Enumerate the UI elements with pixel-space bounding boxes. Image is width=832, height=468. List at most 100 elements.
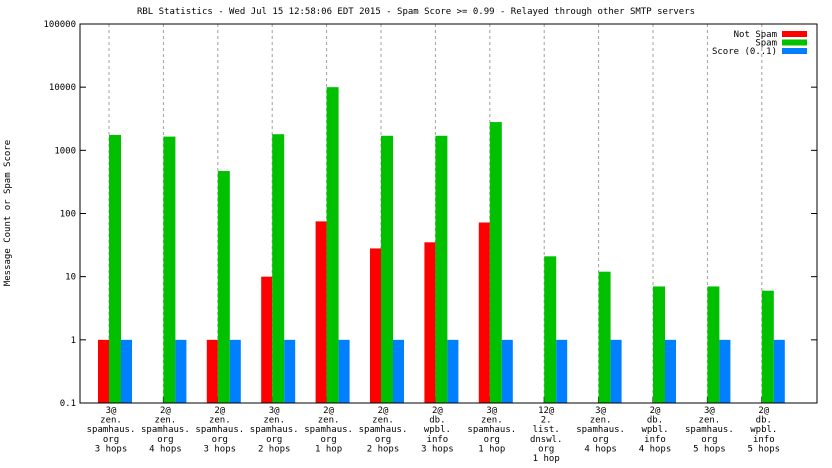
bar-score: [501, 339, 513, 403]
legend-label: Not Spam: [734, 30, 777, 40]
x-tick-label: 3@: [486, 406, 497, 416]
x-tick-label: 4 hops: [149, 444, 182, 454]
x-tick-label: org: [320, 435, 336, 445]
y-axis-label: Message Count or Spam Score: [3, 140, 13, 286]
legend-swatch: [782, 48, 807, 54]
x-tick-label: zen.: [481, 416, 503, 426]
x-tick-label: 2 hops: [258, 444, 291, 454]
x-tick-label: wpbl.: [641, 425, 668, 435]
x-tick-label: 2@: [214, 406, 225, 416]
x-tick-label: zen.: [699, 416, 721, 426]
bar-score: [121, 339, 132, 403]
x-tick-label: db.: [756, 416, 772, 426]
x-tick-label: org: [212, 435, 228, 445]
x-tick-label: org: [157, 435, 173, 445]
x-tick-label: 2@: [378, 406, 389, 416]
bar-spam: [707, 286, 720, 403]
x-tick-label: spamhaus.: [250, 425, 299, 435]
bar-score: [773, 339, 785, 403]
x-tick-label: 2@: [323, 406, 334, 416]
bar-score: [338, 339, 350, 403]
x-tick-label: org: [103, 435, 119, 445]
bar-not-spam: [98, 339, 109, 403]
x-tick-label: 1 hop: [315, 444, 342, 454]
bar-score: [447, 339, 459, 403]
bar-spam: [598, 271, 611, 403]
x-tick-label: zen.: [100, 416, 122, 426]
x-tick-label: 4 hops: [639, 444, 672, 454]
bar-score: [393, 339, 404, 403]
x-tick-label: org: [701, 435, 717, 445]
x-tick-label: 12@: [538, 406, 555, 416]
x-tick-label: zen.: [590, 416, 612, 426]
x-tick-label: spamhaus.: [141, 425, 190, 435]
bar-score: [610, 339, 622, 403]
legend-swatch: [782, 39, 807, 46]
x-tick-label: db.: [647, 416, 663, 426]
x-tick-label: org: [484, 435, 500, 445]
x-tick-label: list.: [533, 425, 560, 435]
y-ticks: 0.1 1 10 100 1000 10000 100000: [43, 20, 817, 409]
bar-not-spam: [424, 242, 436, 403]
x-tick-label: 3 hops: [421, 444, 454, 454]
x-tick-label: info: [753, 435, 775, 445]
x-tick-label: spamhaus.: [195, 425, 244, 435]
bar-spam: [761, 290, 774, 403]
legend-swatch: [782, 31, 807, 37]
bar-spam: [544, 256, 557, 403]
bar-score: [175, 339, 187, 403]
x-tick-label: spamhaus.: [685, 425, 734, 435]
x-tick-label: 3@: [595, 406, 606, 416]
bar-spam: [381, 135, 393, 403]
y-tick-label: 10000: [49, 83, 76, 93]
bar-score: [556, 339, 568, 403]
x-tick-label: org: [266, 435, 282, 445]
y-tick-label: 10: [65, 273, 76, 283]
y-tick-label: 100: [60, 210, 76, 220]
legend-label: Score (0..1): [712, 47, 777, 57]
x-tick-label: zen.: [318, 416, 340, 426]
x-tick-label: 3@: [106, 406, 117, 416]
x-tick-label: wpbl.: [750, 425, 777, 435]
x-tick-label: info: [644, 435, 666, 445]
x-tick-label: 5 hops: [693, 444, 726, 454]
x-tick-label: dnswl.: [530, 435, 563, 445]
x-tick-label: zen.: [372, 416, 394, 426]
x-tick-label: wpbl.: [424, 425, 451, 435]
x-tick-label: 3 hops: [95, 444, 128, 454]
x-tick-label: db.: [429, 416, 445, 426]
x-tick-label: 1 hop: [478, 444, 505, 454]
bar-score: [665, 339, 676, 403]
bar-not-spam: [370, 248, 381, 403]
x-tick-label: spamhaus.: [304, 425, 353, 435]
x-tick-label: org: [375, 435, 391, 445]
y-tick-label: 100000: [43, 20, 76, 30]
x-tick-label: 5 hops: [748, 444, 781, 454]
x-tick-label: info: [427, 435, 449, 445]
y-tick-label: 1000: [54, 146, 76, 156]
x-tick-label: 2@: [758, 406, 769, 416]
x-tick-label: 3@: [269, 406, 280, 416]
x-tick-label: 3 hops: [204, 444, 237, 454]
x-tick-label: 3@: [704, 406, 715, 416]
x-tick-label: spamhaus.: [359, 425, 408, 435]
x-tick-label: zen.: [263, 416, 285, 426]
bar-score: [719, 339, 731, 403]
y-tick-label: 0.1: [60, 399, 76, 409]
bar-not-spam: [315, 221, 327, 403]
x-tick-label: spamhaus.: [467, 425, 516, 435]
x-tick-label: org: [592, 435, 608, 445]
y-tick-label: 1: [71, 336, 76, 346]
bar-spam: [326, 87, 339, 404]
bar-score: [284, 339, 296, 403]
x-tick-label: 2@: [432, 406, 443, 416]
x-tick-label: 1 hop: [533, 454, 560, 464]
bar-spam: [435, 135, 448, 403]
x-tick-label: 2 hops: [367, 444, 400, 454]
bar-not-spam: [261, 276, 273, 403]
bar-spam: [272, 134, 285, 403]
x-tick-label: 2@: [650, 406, 661, 416]
